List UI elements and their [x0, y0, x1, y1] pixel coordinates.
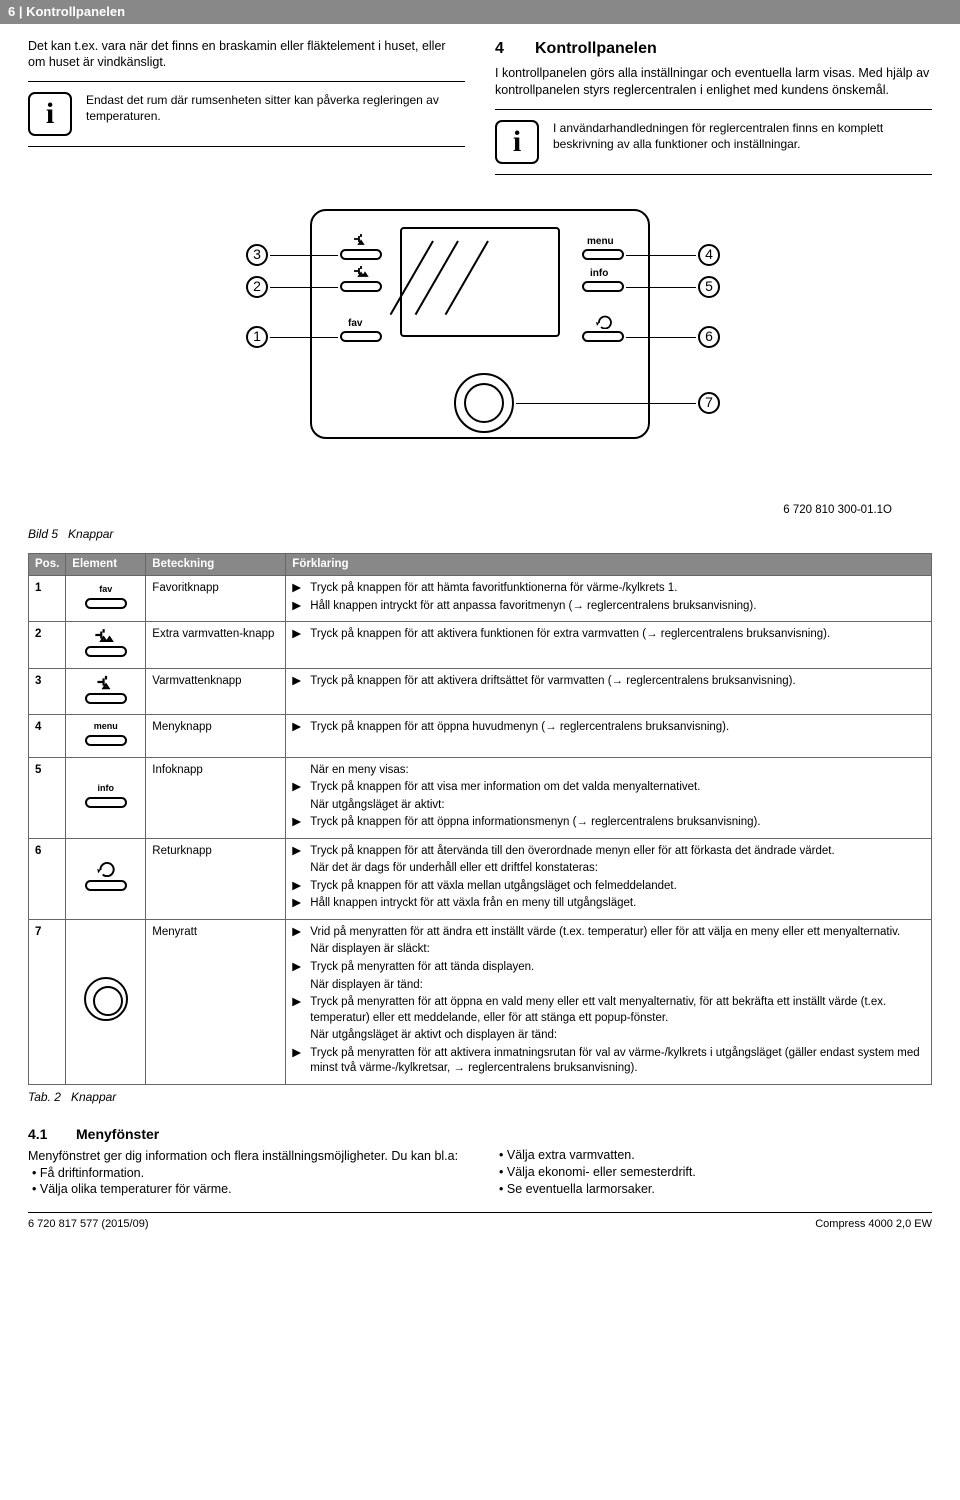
cell-pos: 7	[29, 919, 66, 1084]
callout-3: 3	[246, 244, 268, 266]
figure-caption: Bild 5 Knappar	[28, 526, 932, 542]
th-elem: Element	[66, 553, 146, 576]
intro-columns: Det kan t.ex. vara när det finns en bras…	[28, 38, 932, 183]
th-pos: Pos.	[29, 553, 66, 576]
table-row: 5infoInfoknappNär en meny visas:▶Tryck p…	[29, 757, 932, 838]
list-item: Välja extra varmvatten.	[499, 1147, 932, 1164]
cell-forklaring: ▶Tryck på knappen för att återvända till…	[286, 838, 932, 919]
control-panel-diagram: fav menu info 3 2 1 4 5 6 7 6 720 810 30…	[28, 199, 932, 523]
button-6-pill	[582, 331, 624, 342]
cell-element: fav	[66, 576, 146, 622]
cell-forklaring: ▶Tryck på knappen för att aktivera funkt…	[286, 622, 932, 669]
info-label: info	[590, 267, 608, 281]
table-row: 2 Extra varmvatten-knapp▶Tryck på knappen…	[29, 622, 932, 669]
cell-beteckning: Favoritknapp	[146, 576, 286, 622]
cell-beteckning: Menyknapp	[146, 715, 286, 758]
table-row: 1favFavoritknapp▶Tryck på knappen för at…	[29, 576, 932, 622]
buttons-table: Pos. Element Beteckning Förklaring 1favF…	[28, 553, 932, 1085]
cell-forklaring: ▶Vrid på menyratten för att ändra ett in…	[286, 919, 932, 1084]
list-item: Välja ekonomi- eller semesterdrift.	[499, 1164, 932, 1181]
cell-pos: 5	[29, 757, 66, 838]
cell-pos: 3	[29, 668, 66, 715]
info-icon: i	[28, 92, 72, 136]
tap-extra-icon	[352, 265, 370, 277]
th-for: Förklaring	[286, 553, 932, 576]
table-caption: Tab. 2 Knappar	[28, 1089, 932, 1105]
cell-beteckning: Menyratt	[146, 919, 286, 1084]
cell-element	[66, 838, 146, 919]
menu-label: menu	[587, 235, 614, 249]
cell-element	[66, 668, 146, 715]
button-5-pill	[582, 281, 624, 292]
diagram-ref: 6 720 810 300-01.1O	[783, 503, 892, 519]
section-4-heading: 4Kontrollpanelen	[495, 38, 932, 60]
cell-forklaring: ▶Tryck på knappen för att öppna huvudmen…	[286, 715, 932, 758]
list-left: Få driftinformation.Välja olika temperat…	[28, 1165, 465, 1199]
cell-forklaring: ▶Tryck på knappen för att hämta favoritf…	[286, 576, 932, 622]
cell-pos: 2	[29, 622, 66, 669]
table-row: 4menuMenyknapp▶Tryck på knappen för att …	[29, 715, 932, 758]
cell-forklaring: ▶Tryck på knappen för att aktivera drift…	[286, 668, 932, 715]
info-block-left: i Endast det rum där rumsenheten sitter …	[28, 81, 465, 147]
intro-left: Det kan t.ex. vara när det finns en bras…	[28, 38, 465, 72]
callout-2: 2	[246, 276, 268, 298]
section-4-1-para: Menyfönstret ger dig information och fle…	[28, 1148, 465, 1165]
page-header-bar: 6 | Kontrollpanelen	[0, 0, 960, 24]
list-right: Välja extra varmvatten.Välja ekonomi- el…	[495, 1147, 932, 1198]
info-block-right: i I användarhandledningen för reglercent…	[495, 109, 932, 175]
tap-icon	[352, 233, 370, 245]
info-text-left: Endast det rum där rumsenheten sitter ka…	[86, 92, 465, 124]
callout-5: 5	[698, 276, 720, 298]
cell-pos: 6	[29, 838, 66, 919]
callout-4: 4	[698, 244, 720, 266]
list-item: Få driftinformation.	[32, 1165, 465, 1182]
callout-7: 7	[698, 392, 720, 414]
cell-beteckning: Infoknapp	[146, 757, 286, 838]
button-3-pill	[340, 249, 382, 260]
list-item: Välja olika temperaturer för värme.	[32, 1181, 465, 1198]
button-2-pill	[340, 281, 382, 292]
footer-right: Compress 4000 2,0 EW	[815, 1217, 932, 1232]
cell-element	[66, 919, 146, 1084]
cell-beteckning: Returknapp	[146, 838, 286, 919]
section-4-para: I kontrollpanelen görs alla inställninga…	[495, 65, 932, 99]
display-screen	[400, 227, 560, 337]
cell-element: menu	[66, 715, 146, 758]
cell-beteckning: Varmvattenknapp	[146, 668, 286, 715]
table-row: 7 Menyratt▶Vrid på menyratten för att änd…	[29, 919, 932, 1084]
list-item: Se eventuella larmorsaker.	[499, 1181, 932, 1198]
fav-label: fav	[348, 317, 362, 331]
cell-beteckning: Extra varmvatten-knapp	[146, 622, 286, 669]
page-footer: 6 720 817 577 (2015/09) Compress 4000 2,…	[28, 1212, 932, 1232]
dial-inner	[464, 383, 504, 423]
table-row: 6 Returknapp▶Tryck på knappen för att åte…	[29, 838, 932, 919]
table-row: 3 Varmvattenknapp▶Tryck på knappen för at…	[29, 668, 932, 715]
cell-pos: 4	[29, 715, 66, 758]
section-4-1-heading: 4.1Menyfönster	[28, 1125, 465, 1144]
section-4-1: 4.1Menyfönster Menyfönstret ger dig info…	[28, 1115, 932, 1199]
footer-left: 6 720 817 577 (2015/09)	[28, 1217, 149, 1232]
button-4-pill	[582, 249, 624, 260]
callout-1: 1	[246, 326, 268, 348]
cell-element: info	[66, 757, 146, 838]
return-icon	[594, 315, 614, 329]
info-icon: i	[495, 120, 539, 164]
info-text-right: I användarhandledningen för reglercentra…	[553, 120, 932, 152]
cell-pos: 1	[29, 576, 66, 622]
button-1-pill	[340, 331, 382, 342]
cell-forklaring: När en meny visas:▶Tryck på knappen för …	[286, 757, 932, 838]
callout-6: 6	[698, 326, 720, 348]
cell-element	[66, 622, 146, 669]
th-bet: Beteckning	[146, 553, 286, 576]
